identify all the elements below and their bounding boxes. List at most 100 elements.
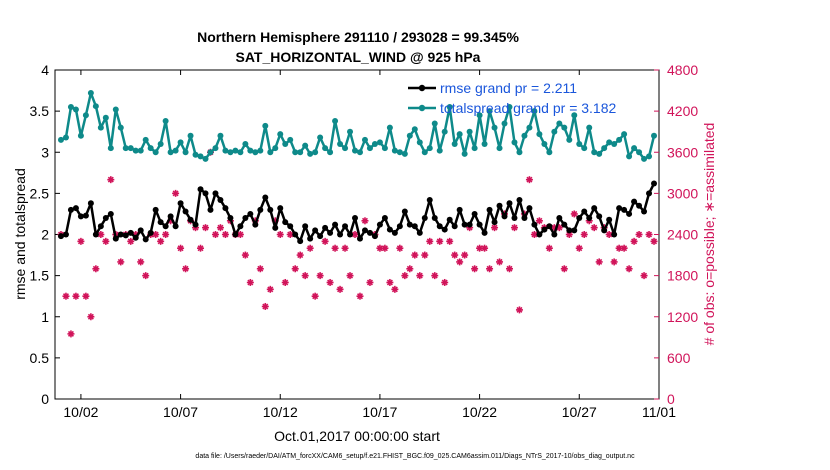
rmse-series bbox=[57, 180, 658, 245]
y-tick-label-right: 3000 bbox=[667, 185, 698, 201]
obs-marker bbox=[386, 278, 394, 286]
y-tick-label-right: 1200 bbox=[667, 309, 698, 325]
y-tick-label-left: 3 bbox=[41, 144, 49, 160]
obs-marker bbox=[202, 224, 210, 232]
x-tick-label: 10/12 bbox=[263, 404, 298, 420]
rmse-point bbox=[102, 215, 109, 222]
rmse-point bbox=[526, 205, 533, 212]
obs-marker bbox=[107, 176, 115, 184]
obs-marker bbox=[87, 313, 95, 321]
rmse-point bbox=[376, 221, 383, 228]
x-tick-label: 11/01 bbox=[642, 404, 676, 420]
rmse-point bbox=[247, 210, 254, 217]
rmse-point bbox=[571, 227, 578, 234]
totalspread-point bbox=[416, 139, 423, 146]
totalspread-point bbox=[162, 117, 169, 124]
totalspread-point bbox=[481, 141, 488, 148]
obs-marker bbox=[321, 237, 329, 245]
y-tick-label-right: 3600 bbox=[667, 144, 698, 160]
rmse-point bbox=[401, 208, 408, 215]
totalspread-point bbox=[77, 132, 84, 139]
totalspread-point bbox=[307, 150, 314, 157]
obs-marker bbox=[77, 237, 85, 245]
obs-marker bbox=[157, 237, 165, 245]
totalspread-point bbox=[531, 108, 538, 115]
totalspread-point bbox=[247, 147, 254, 154]
totalspread-point bbox=[92, 103, 99, 110]
totalspread-point bbox=[556, 120, 563, 127]
totalspread-point bbox=[651, 132, 658, 139]
totalspread-point bbox=[636, 149, 643, 156]
totalspread-point bbox=[87, 90, 94, 97]
rmse-point bbox=[322, 224, 329, 231]
rmse-point bbox=[267, 206, 274, 213]
y-tick-label-left: 1 bbox=[41, 309, 49, 325]
obs-marker bbox=[241, 251, 249, 259]
obs-marker bbox=[625, 265, 633, 273]
rmse-point bbox=[277, 205, 284, 212]
y-ticks-right: 0 600 1200 1800 2400 3000 3600 4200 4800 bbox=[654, 62, 698, 407]
rmse-point bbox=[262, 194, 269, 201]
rmse-point bbox=[366, 229, 373, 236]
totalspread-point bbox=[626, 153, 633, 160]
obs-marker bbox=[256, 265, 264, 273]
rmse-point bbox=[456, 206, 463, 213]
rmse-point bbox=[312, 227, 319, 234]
totalspread-point bbox=[62, 134, 69, 141]
rmse-point bbox=[386, 226, 393, 233]
rmse-point bbox=[396, 223, 403, 230]
totalspread-point bbox=[581, 145, 588, 152]
totalspread-point bbox=[107, 145, 114, 152]
rmse-point bbox=[212, 190, 219, 197]
obs-marker bbox=[481, 244, 489, 252]
y-tick-label-left: 0 bbox=[41, 391, 49, 407]
rmse-point bbox=[411, 223, 418, 230]
totalspread-point bbox=[396, 149, 403, 156]
totalspread-point bbox=[411, 126, 418, 133]
rmse-point bbox=[77, 213, 84, 220]
rmse-point bbox=[651, 180, 658, 187]
obs-marker bbox=[560, 265, 568, 273]
y-tick-label-left: 0.5 bbox=[30, 350, 50, 366]
totalspread-point bbox=[277, 131, 284, 138]
totalspread-point bbox=[267, 149, 274, 156]
rmse-point bbox=[491, 219, 498, 226]
totalspread-point bbox=[551, 128, 558, 135]
totalspread-point bbox=[541, 141, 548, 148]
rmse-point bbox=[187, 216, 194, 223]
totalspread-point bbox=[466, 128, 473, 135]
totalspread-point bbox=[426, 145, 433, 152]
rmse-point bbox=[272, 224, 279, 231]
y-tick-label-left: 3.5 bbox=[30, 103, 50, 119]
rmse-point bbox=[207, 206, 214, 213]
obs-marker bbox=[82, 292, 90, 300]
rmse-point bbox=[122, 232, 129, 239]
rmse-point bbox=[167, 213, 174, 220]
totalspread-point bbox=[337, 141, 344, 148]
y-tick-label-right: 4200 bbox=[667, 103, 698, 119]
totalspread-point bbox=[102, 114, 109, 121]
totalspread-point bbox=[252, 149, 259, 156]
rmse-point bbox=[352, 215, 359, 222]
rmse-point bbox=[516, 196, 523, 203]
obs-marker bbox=[421, 251, 429, 259]
obs-marker bbox=[311, 292, 319, 300]
obs-marker bbox=[236, 231, 244, 238]
rmse-point bbox=[551, 231, 558, 238]
y-tick-label-right: 600 bbox=[667, 350, 691, 366]
totalspread-point bbox=[197, 153, 204, 160]
rmse-point bbox=[361, 227, 368, 234]
obs-marker bbox=[431, 272, 439, 280]
rmse-point bbox=[172, 223, 179, 230]
rmse-point bbox=[152, 206, 159, 213]
obs-marker bbox=[291, 265, 299, 273]
totalspread-point bbox=[232, 147, 239, 154]
rmse-point bbox=[436, 223, 443, 230]
chart-title: Northern Hemisphere 291110 / 293028 = 99… bbox=[197, 29, 519, 45]
legend-label-rmse: rmse grand pr = 2.211 bbox=[440, 80, 577, 96]
totalspread-point bbox=[536, 131, 543, 138]
obs-marker bbox=[515, 306, 523, 314]
obs-marker bbox=[356, 292, 364, 300]
rmse-point bbox=[451, 223, 458, 230]
obs-marker bbox=[286, 231, 294, 238]
